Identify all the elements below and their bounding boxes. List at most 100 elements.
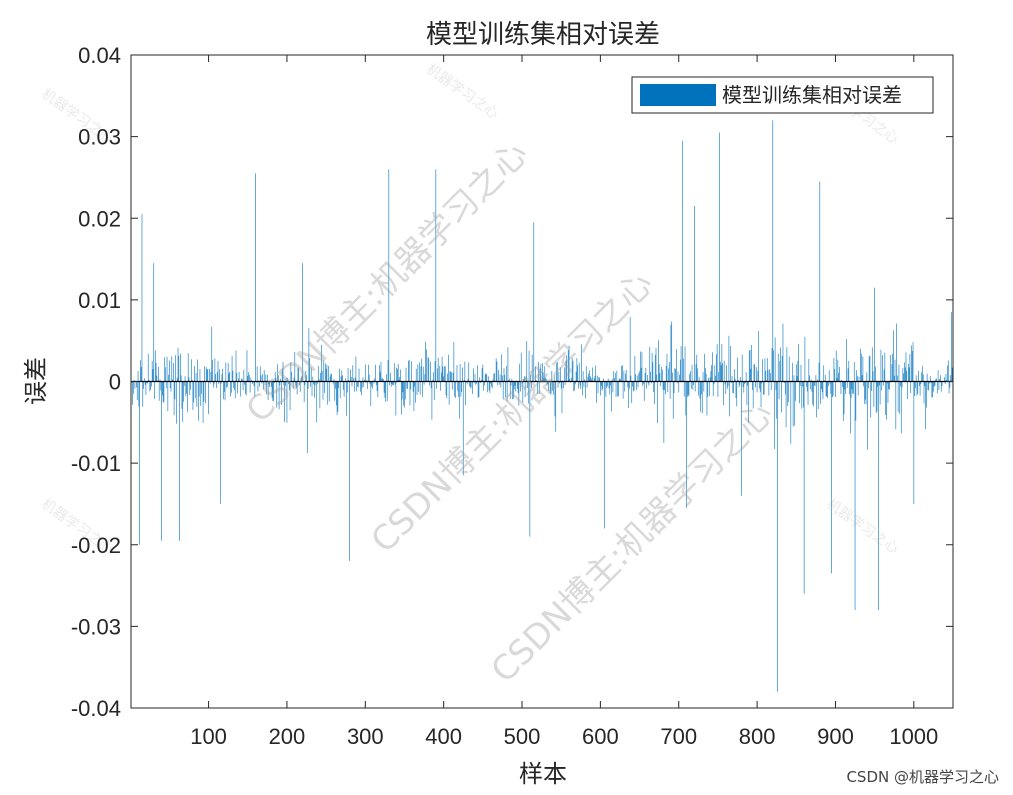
- bar: [540, 364, 542, 382]
- bar: [476, 381, 477, 384]
- bar: [456, 364, 458, 382]
- bar: [671, 321, 673, 382]
- bar: [629, 317, 631, 382]
- bar: [612, 381, 614, 393]
- bar: [220, 381, 222, 384]
- bar: [928, 381, 930, 391]
- x-tick-label: 200: [269, 724, 306, 749]
- bar: [431, 381, 433, 420]
- bar: [550, 381, 552, 395]
- bar: [850, 381, 852, 398]
- bar: [414, 381, 416, 387]
- bar: [254, 381, 256, 397]
- bar: [923, 381, 925, 404]
- bar: [719, 361, 721, 382]
- bar: [680, 346, 682, 382]
- bar: [250, 377, 252, 382]
- bar: [916, 381, 918, 396]
- bar: [535, 379, 537, 382]
- y-tick-label: -0.04: [71, 696, 121, 721]
- bar: [520, 381, 521, 392]
- bar: [648, 381, 650, 386]
- bar: [927, 381, 929, 391]
- bar: [727, 381, 729, 387]
- bar: [583, 381, 585, 388]
- bar: [406, 381, 408, 389]
- bar: [710, 370, 712, 382]
- bar: [642, 381, 644, 386]
- bar: [317, 381, 318, 384]
- bar: [591, 379, 593, 382]
- bar: [416, 381, 418, 395]
- bar: [212, 359, 213, 382]
- bar: [213, 381, 215, 385]
- bar: [368, 374, 370, 382]
- bar: [553, 374, 555, 382]
- bar: [235, 350, 237, 382]
- bar: [260, 375, 262, 382]
- bar: [458, 381, 459, 398]
- bar: [446, 381, 448, 399]
- bar: [601, 381, 603, 391]
- bar: [718, 371, 720, 382]
- bar: [711, 365, 712, 382]
- bar: [166, 356, 168, 382]
- bar: [696, 354, 698, 382]
- bar: [462, 367, 463, 382]
- bar: [133, 379, 135, 382]
- bar: [846, 381, 848, 388]
- bar: [300, 377, 302, 382]
- bar: [744, 381, 745, 385]
- bar: [427, 357, 429, 382]
- bar: [162, 381, 164, 403]
- bar: [393, 381, 394, 386]
- bar: [513, 381, 515, 390]
- bar: [497, 381, 499, 386]
- bar: [610, 381, 611, 386]
- bar: [794, 381, 796, 426]
- bar: [188, 377, 190, 382]
- bar: [878, 381, 879, 611]
- bar: [864, 381, 866, 400]
- bar: [283, 381, 285, 386]
- x-tick-label: 1000: [889, 724, 938, 749]
- bar: [158, 366, 159, 382]
- bar: [225, 362, 227, 382]
- bar: [502, 381, 504, 400]
- bar: [326, 364, 328, 382]
- bar: [614, 372, 616, 382]
- bar: [667, 381, 669, 393]
- bar: [178, 355, 180, 382]
- bar: [187, 353, 189, 382]
- bar: [261, 381, 263, 384]
- bar: [555, 381, 557, 432]
- bar: [238, 378, 239, 382]
- bar: [489, 381, 491, 393]
- bar: [143, 378, 145, 382]
- bar: [737, 379, 739, 382]
- bar: [810, 379, 812, 382]
- bar: [329, 376, 331, 382]
- bar: [904, 362, 905, 382]
- bar: [843, 381, 845, 415]
- bar: [699, 381, 701, 399]
- bar: [322, 381, 324, 400]
- bar: [644, 372, 646, 382]
- bar: [439, 365, 441, 382]
- bar: [726, 365, 727, 382]
- bar: [401, 381, 403, 400]
- bar: [833, 357, 835, 382]
- bar: [216, 372, 218, 382]
- bar: [694, 206, 695, 382]
- bar: [655, 347, 657, 382]
- bar: [860, 348, 861, 382]
- bar: [346, 381, 347, 416]
- bar: [574, 381, 575, 391]
- bar: [357, 381, 358, 387]
- bar: [364, 364, 366, 382]
- bar: [399, 376, 401, 382]
- bar: [136, 381, 138, 401]
- bar: [426, 349, 427, 382]
- bar: [154, 350, 156, 382]
- x-tick-label: 300: [347, 724, 384, 749]
